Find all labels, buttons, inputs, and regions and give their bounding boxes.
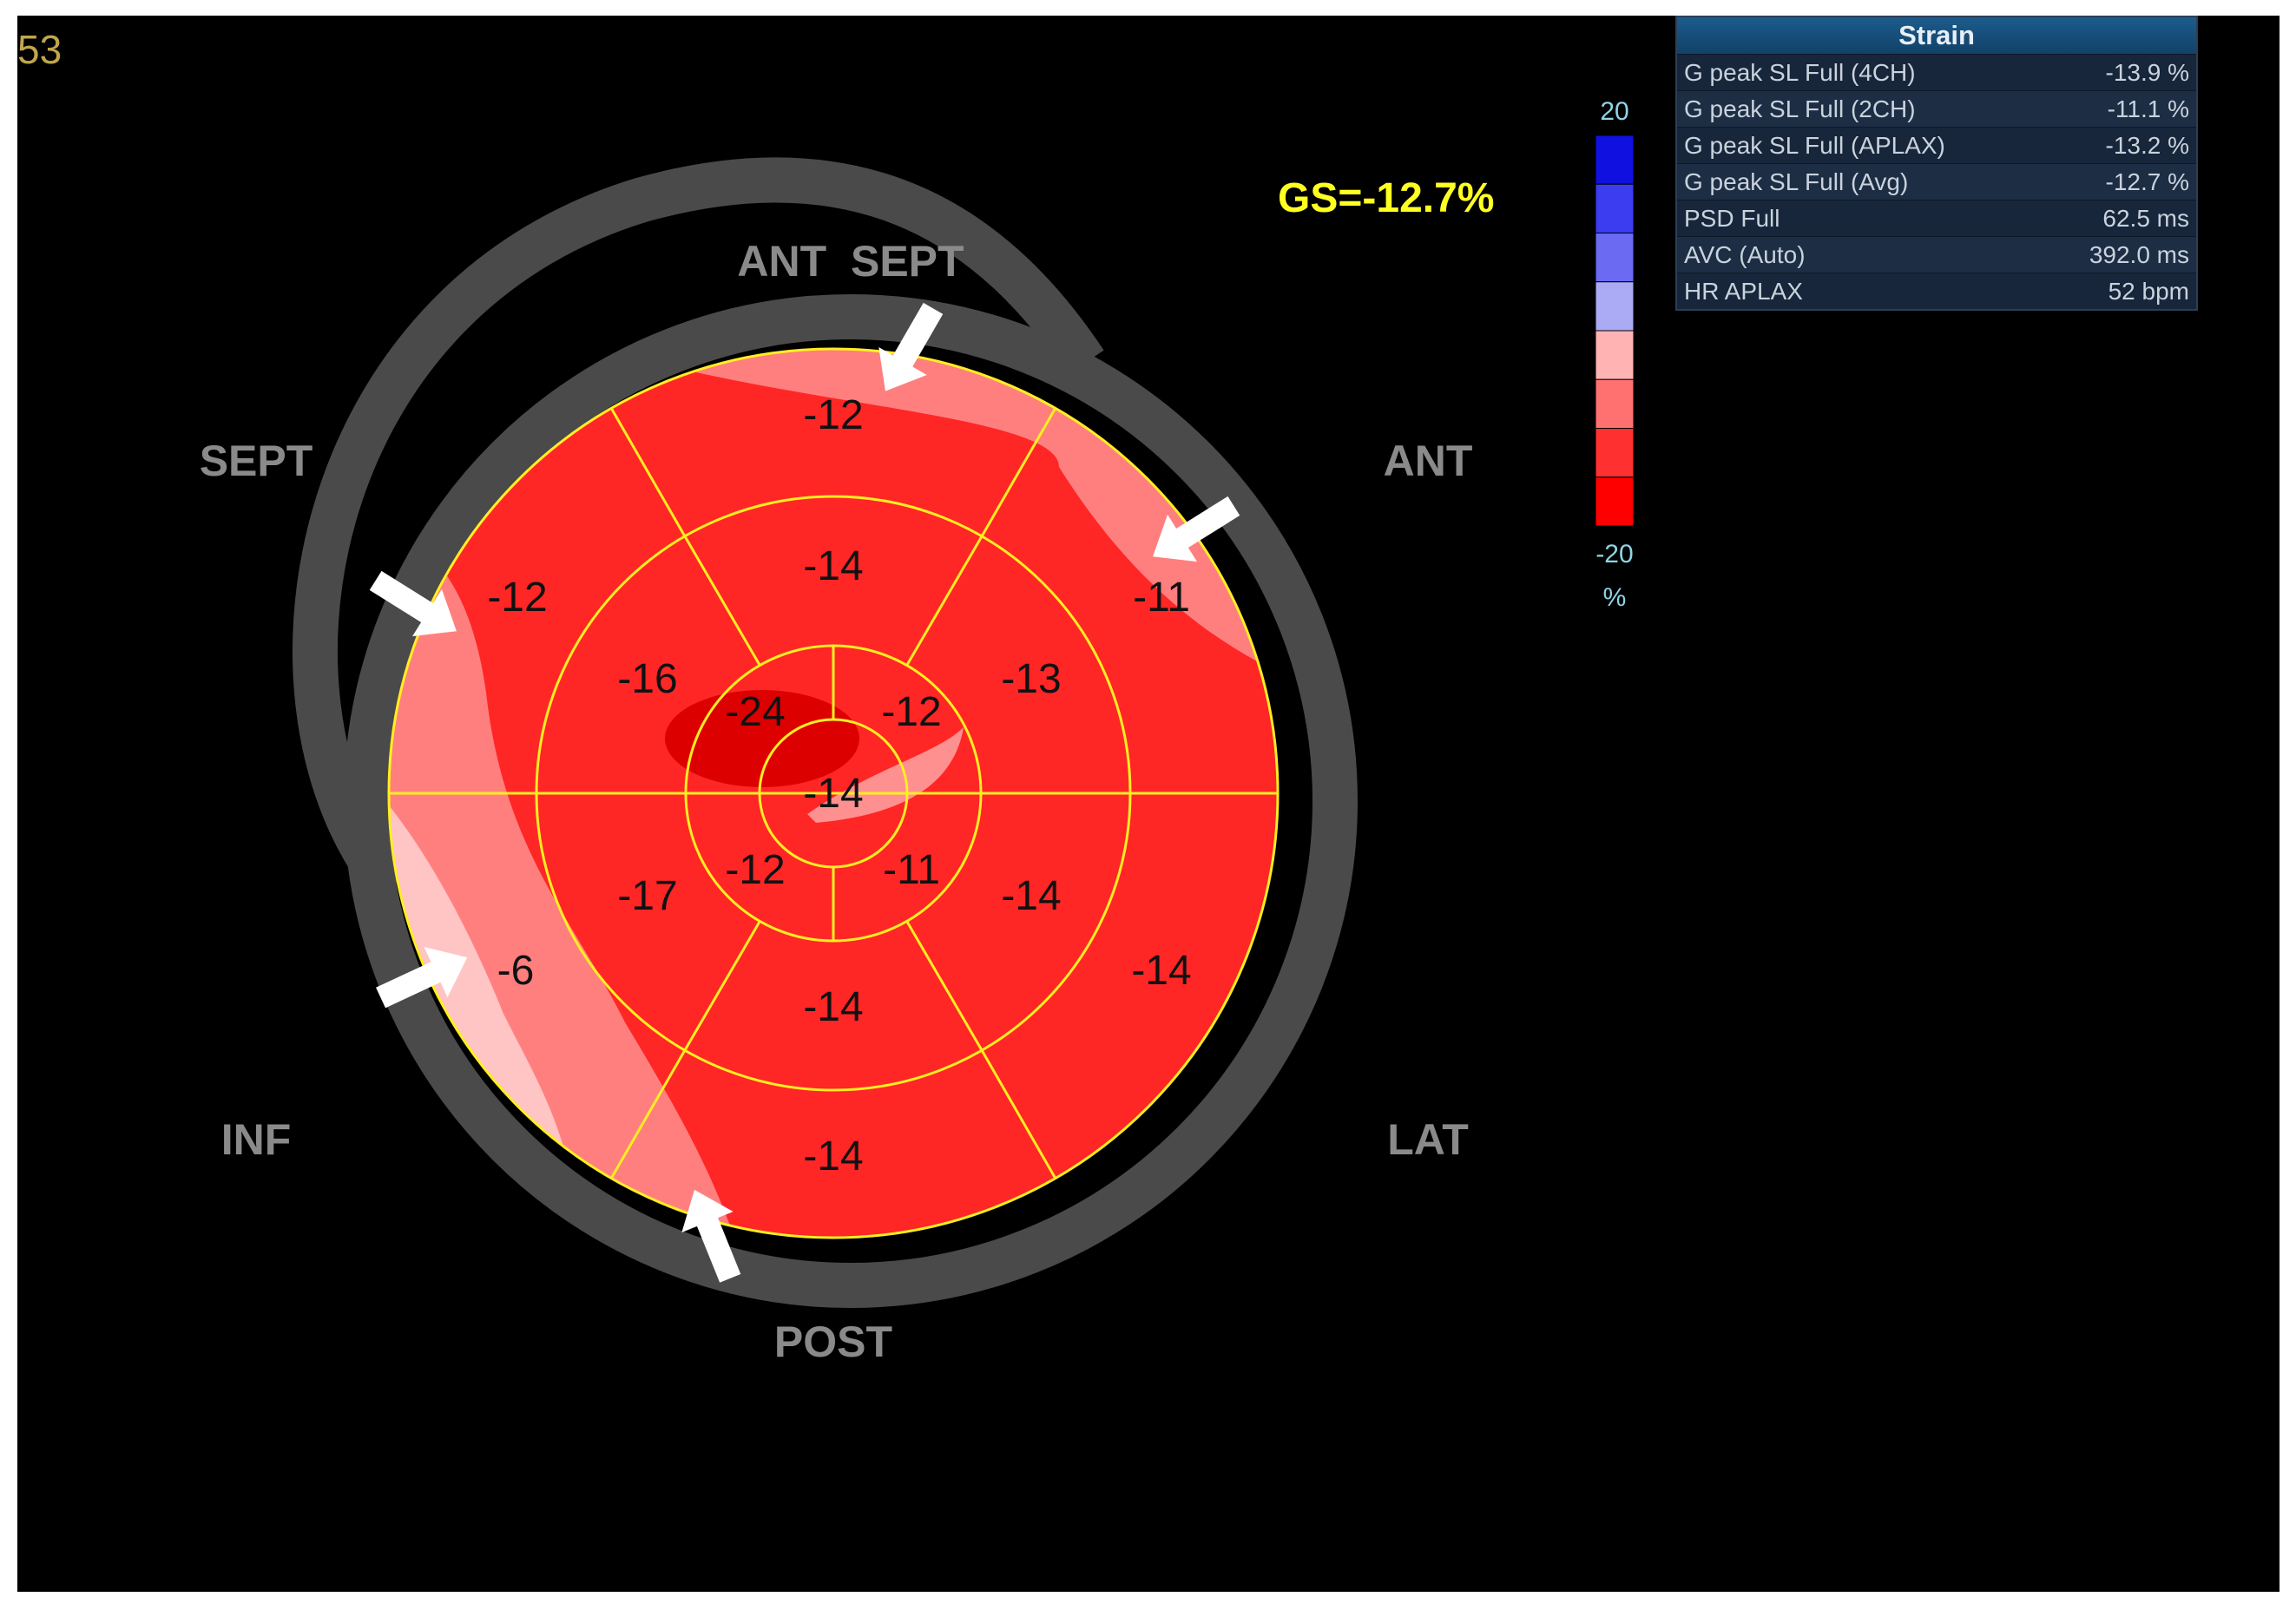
color-scale-step (1595, 233, 1635, 283)
dark-zone-apical (665, 690, 859, 787)
strain-panel-row: PSD Full 62.5 ms (1677, 200, 2196, 236)
color-scale-step (1595, 330, 1635, 380)
strain-panel-rows: G peak SL Full (4CH) -13.9 % G peak SL Ful… (1677, 54, 2196, 309)
color-scale-max: 20 (1600, 97, 1628, 126)
segment-basal-anteroseptal: -12 (803, 392, 863, 438)
label-ant: ANT (1384, 437, 1473, 485)
strain-row-label: PSD Full (1684, 205, 1780, 232)
strain-row-value: -13.9 % (2105, 59, 2190, 86)
strain-row-label: HR APLAX (1684, 278, 1803, 305)
strain-panel-title: Strain (1677, 17, 2196, 54)
color-scale-unit: % (1603, 583, 1627, 612)
segment-apical-inferior: -12 (725, 847, 785, 893)
color-scale-step (1595, 476, 1635, 527)
segment-basal-lateral: -14 (1131, 948, 1191, 994)
arrow-posterior (681, 1189, 741, 1283)
color-scale-min: -20 (1595, 540, 1633, 568)
strain-panel-row: G peak SL Full (2CH) -11.1 % (1677, 90, 2196, 127)
segment-mid-lateral: -14 (1001, 873, 1061, 919)
strain-row-value: 52 bpm (2108, 278, 2189, 305)
segment-apical-septal: -24 (725, 689, 785, 735)
strain-results-panel: Strain G peak SL Full (4CH) -13.9 % G peak… (1675, 16, 2198, 311)
segment-mid-anterior: -13 (1001, 656, 1061, 702)
segment-mid-inferior: -17 (617, 873, 677, 919)
label-lat: LAT (1387, 1115, 1468, 1164)
strain-panel-row: HR APLAX 52 bpm (1677, 273, 2196, 309)
light-streak-apical (807, 727, 964, 823)
arrow-inferior (376, 946, 468, 1009)
color-scale-step (1595, 135, 1635, 185)
color-scale-step (1595, 281, 1635, 332)
segment-basal-posterior: -14 (803, 1134, 863, 1180)
orientation-labels: ANT SEPT SEPT ANT INF LAT POST (200, 237, 1473, 1366)
segment-mid-septal: -16 (617, 656, 677, 702)
segment-basal-inferior: -6 (497, 948, 535, 994)
segment-mid-anteroseptal: -14 (803, 543, 863, 589)
strain-row-label: G peak SL Full (APLAX) (1684, 132, 1945, 159)
strain-row-label: G peak SL Full (2CH) (1684, 95, 1916, 122)
rotation-loop (293, 157, 1104, 903)
color-scale-step (1595, 428, 1635, 478)
strain-panel-row: AVC (Auto) 392.0 ms (1677, 236, 2196, 273)
strain-panel-row: G peak SL Full (APLAX) -13.2 % (1677, 127, 2196, 163)
label-inf: INF (221, 1115, 292, 1164)
arrow-anterior (1153, 496, 1240, 562)
strain-row-value: -11.1 % (2107, 95, 2189, 122)
strain-panel-row: G peak SL Full (4CH) -13.9 % (1677, 54, 2196, 90)
segment-basal-septal: -12 (487, 575, 547, 621)
label-ant-sept: ANT SEPT (737, 237, 964, 286)
frame-number: 53 (17, 27, 62, 72)
arrow-anteroseptal (878, 302, 944, 391)
strain-row-label: AVC (Auto) (1684, 241, 1806, 268)
segment-basal-anterior: -11 (1133, 575, 1190, 621)
segment-values: -12 -11 -14 -14 -6 -12 -14 -13 -14 -14 -… (487, 392, 1191, 1180)
color-scale: 20 -20 % (1595, 97, 1635, 612)
strain-row-value: 62.5 ms (2102, 205, 2189, 232)
color-scale-steps (1595, 135, 1635, 527)
segment-apical-anterior: -12 (881, 689, 941, 735)
segment-apical-lateral: -11 (883, 847, 940, 893)
segment-apex: -14 (803, 771, 863, 817)
indicator-arrows (369, 302, 1240, 1283)
global-strain: GS=-12.7% (1278, 175, 1494, 221)
strain-row-label: G peak SL Full (Avg) (1684, 168, 1909, 195)
strain-panel-row: G peak SL Full (Avg) -12.7 % (1677, 163, 2196, 200)
bullseye-plot-canvas: -12 -11 -14 -14 -6 -12 -14 -13 -14 -14 -… (200, 97, 1635, 1366)
bullseye-screen: 53 (17, 16, 2280, 1592)
segment-grid (387, 347, 1280, 1239)
label-sept: SEPT (200, 437, 313, 485)
strain-row-value: -13.2 % (2105, 132, 2190, 159)
strain-row-value: -12.7 % (2105, 168, 2190, 195)
color-scale-step (1595, 378, 1635, 429)
strain-row-label: G peak SL Full (4CH) (1684, 59, 1916, 86)
color-scale-step (1595, 183, 1635, 233)
segment-mid-posterior: -14 (803, 984, 863, 1030)
label-post: POST (774, 1318, 892, 1366)
arrow-septal (369, 570, 457, 637)
outer-ring (293, 157, 1358, 1308)
strain-row-value: 392.0 ms (2089, 241, 2189, 268)
